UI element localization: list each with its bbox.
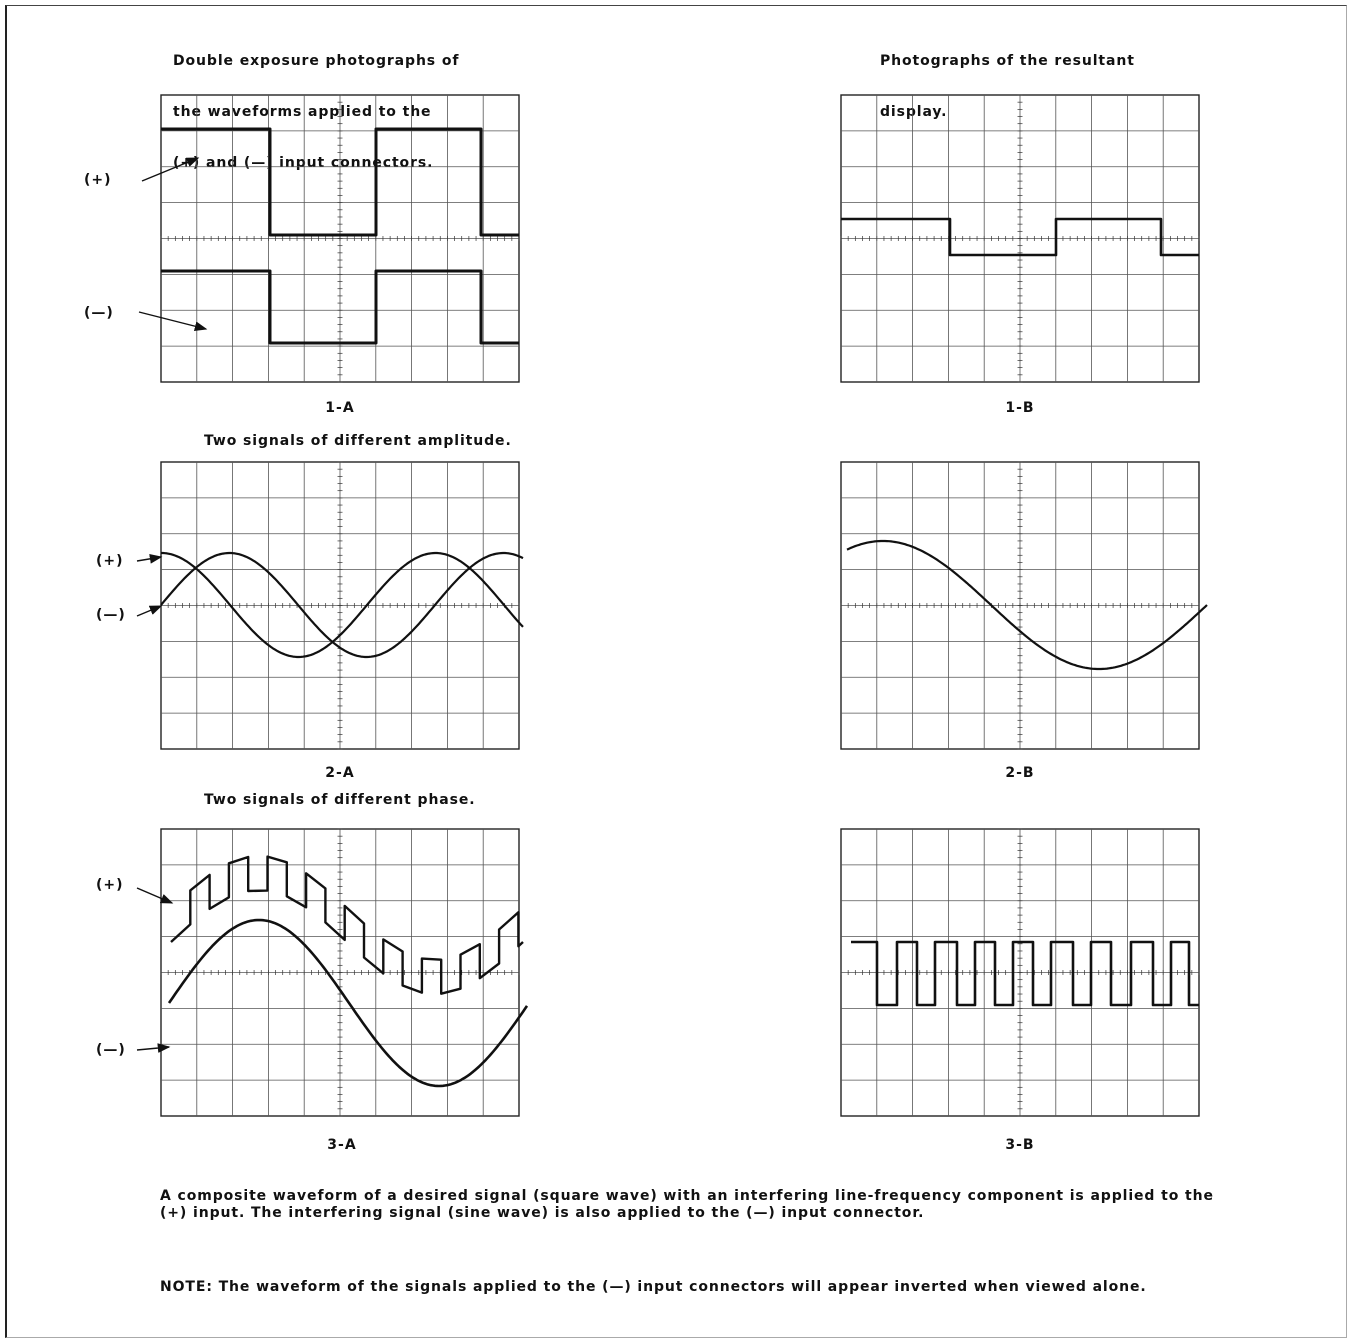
footer-note: NOTE: The waveform of the signals applie… <box>160 1279 1147 1295</box>
label-plus-3a: (+) <box>96 877 124 893</box>
trace-resultant-sine-2b <box>846 539 1208 671</box>
caption-3b: 3-B <box>1005 1137 1035 1153</box>
header-right: Photographs of the resultant display. <box>880 19 1135 138</box>
caption-2a: 2-A <box>325 765 355 781</box>
label-minus-1a: (—) <box>84 305 114 321</box>
label-minus-3a: (—) <box>96 1042 126 1058</box>
label-plus-2a: (+) <box>96 553 124 569</box>
label-plus-1a: (+) <box>84 172 112 188</box>
trace-plus-square-1a <box>161 127 519 237</box>
scope-panel-2b <box>840 461 1208 750</box>
caption-3a: 3-A <box>327 1137 357 1153</box>
header-left-line-1: Double exposure photographs of <box>173 53 460 69</box>
caption-1a: 1-A <box>325 400 355 416</box>
scope-panel-1a <box>160 94 520 383</box>
subtitle-phase: Two signals of different phase. <box>204 792 476 808</box>
header-right-line-1: Photographs of the resultant <box>880 53 1135 69</box>
scope-panel-3a <box>160 828 529 1117</box>
scope-panel-1b <box>840 94 1200 383</box>
trace-minus-sine-3a <box>167 918 529 1088</box>
page-border <box>5 5 1347 1338</box>
scope-panel-3b <box>840 828 1200 1117</box>
trace-resultant-square-3b <box>851 940 1199 1007</box>
trace-plus-sine-2a <box>161 551 524 659</box>
subtitle-amplitude: Two signals of different amplitude. <box>204 433 512 449</box>
label-minus-2a: (—) <box>96 607 126 623</box>
footer-description: A composite waveform of a desired signal… <box>160 1188 1214 1221</box>
scope-panel-2a <box>160 461 524 750</box>
trace-resultant-square-1b <box>841 217 1199 257</box>
header-left-line-2: the waveforms applied to the <box>173 104 432 120</box>
caption-1b: 1-B <box>1005 400 1035 416</box>
header-right-line-2: display. <box>880 104 948 120</box>
trace-minus-square-1a <box>161 269 519 345</box>
caption-2b: 2-B <box>1005 765 1035 781</box>
trace-plus-composite-3a <box>170 855 524 995</box>
trace-minus-sine-2a <box>160 551 524 659</box>
